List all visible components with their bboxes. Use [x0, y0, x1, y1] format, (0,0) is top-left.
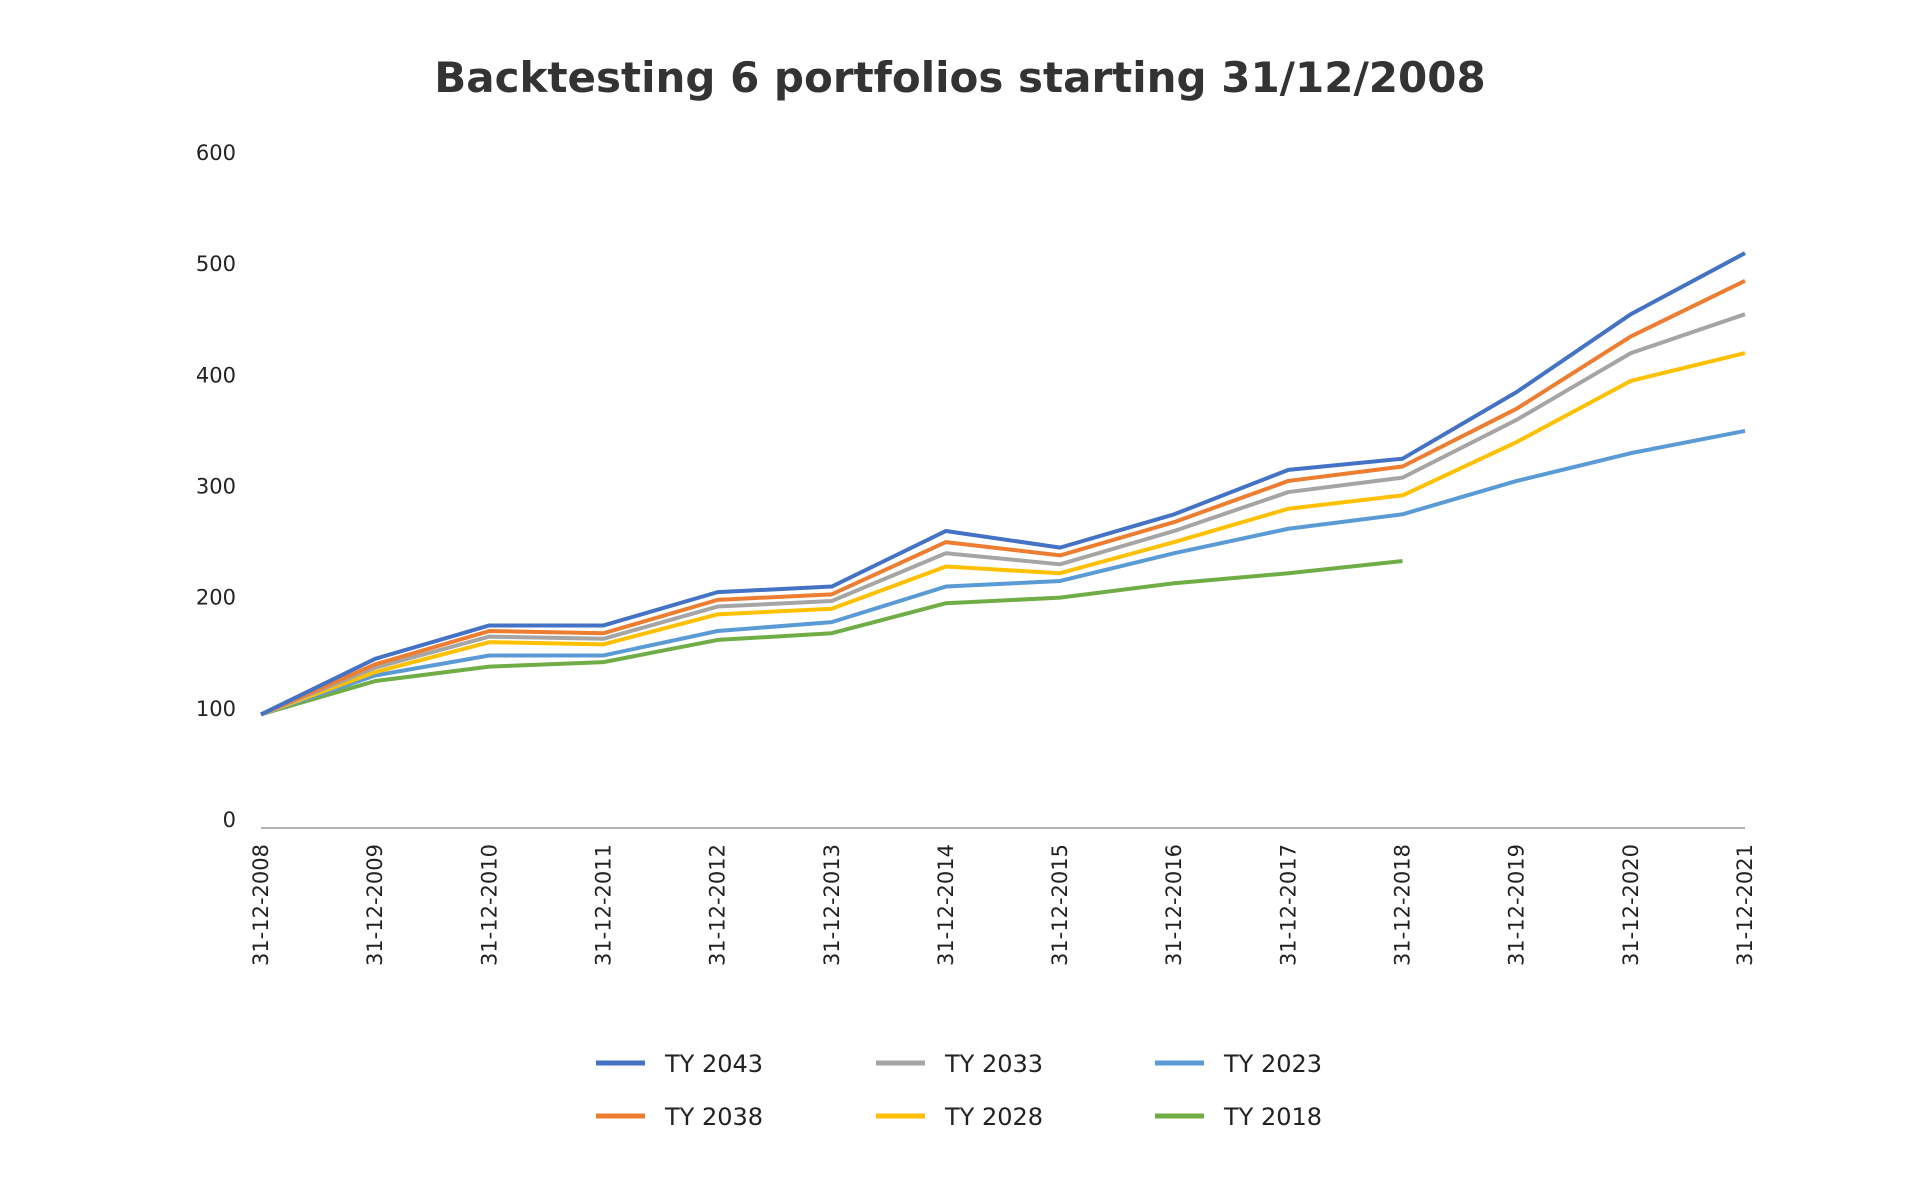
series-line: [260, 351, 1746, 717]
legend-label: TY 2018: [1223, 1103, 1322, 1131]
x-tick-label: 31-12-2010: [477, 844, 501, 966]
series-line: [260, 428, 1746, 717]
legend-label: TY 2038: [664, 1103, 763, 1131]
series-line: [260, 251, 1746, 717]
legend-label: TY 2043: [664, 1050, 763, 1078]
y-tick-label: 0: [223, 808, 236, 832]
x-tick-label: 31-12-2015: [1048, 844, 1072, 966]
y-tick-label: 400: [196, 363, 236, 387]
x-tick-label: 31-12-2016: [1162, 844, 1186, 966]
legend-label: TY 2033: [944, 1050, 1043, 1078]
x-tick-label: 31-12-2018: [1391, 844, 1415, 966]
x-tick-label: 31-12-2020: [1619, 844, 1643, 966]
x-tick-label: 31-12-2013: [820, 844, 844, 966]
y-tick-label: 600: [196, 141, 236, 165]
legend-label: TY 2023: [1223, 1050, 1322, 1078]
y-tick-label: 500: [196, 252, 236, 276]
y-tick-label: 300: [196, 475, 236, 499]
x-tick-label: 31-12-2019: [1505, 844, 1529, 966]
legend-label: TY 2028: [944, 1103, 1043, 1131]
x-tick-label: 31-12-2008: [249, 844, 273, 966]
y-tick-label: 200: [196, 586, 236, 610]
x-tick-label: 31-12-2017: [1276, 844, 1300, 966]
series-line: [260, 312, 1746, 717]
x-tick-label: 31-12-2012: [706, 844, 730, 966]
x-tick-label: 31-12-2009: [363, 844, 387, 966]
x-tick-label: 31-12-2021: [1733, 844, 1757, 966]
x-tick-label: 31-12-2011: [591, 844, 615, 966]
y-tick-label: 100: [196, 697, 236, 721]
series-line: [260, 558, 1403, 717]
series-line: [260, 279, 1746, 717]
chart-title: Backtesting 6 portfolios starting 31/12/…: [434, 53, 1485, 102]
x-tick-label: 31-12-2014: [934, 844, 958, 966]
